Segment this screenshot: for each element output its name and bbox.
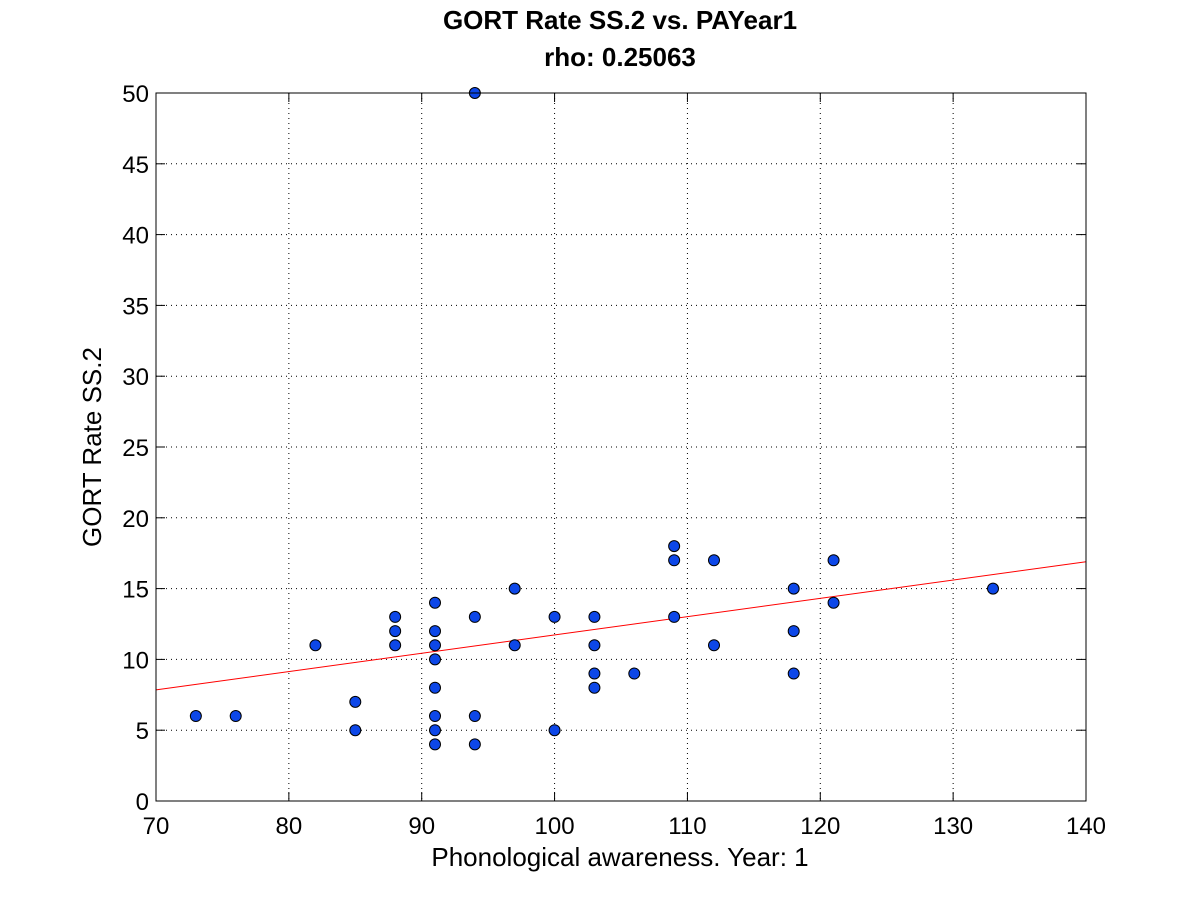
data-point xyxy=(429,724,441,737)
data-point xyxy=(508,582,521,595)
data-point xyxy=(787,582,800,595)
data-point xyxy=(588,639,601,652)
data-point xyxy=(787,625,800,638)
data-point xyxy=(827,596,840,609)
data-point xyxy=(389,639,402,652)
x-tick-labels: 70 80 90 100 110 120 130 140 xyxy=(143,813,1106,840)
y-tick-label: 5 xyxy=(136,718,149,745)
grid-lines xyxy=(156,93,1086,801)
data-point xyxy=(429,625,441,638)
data-point xyxy=(389,610,402,623)
data-point xyxy=(429,738,441,751)
data-point xyxy=(468,610,481,623)
data-point xyxy=(349,695,362,708)
data-point xyxy=(628,667,641,680)
chart-title: GORT Rate SS.2 vs. PAYear1 xyxy=(443,5,797,35)
data-point xyxy=(787,667,800,680)
data-point xyxy=(309,639,322,652)
y-tick-labels: 0 5 10 15 20 25 30 35 40 45 50 xyxy=(122,81,149,816)
fit-line-group xyxy=(155,561,1087,691)
y-tick-label: 10 xyxy=(122,647,149,674)
data-point xyxy=(468,710,481,723)
y-tick-label: 25 xyxy=(122,435,149,462)
chart-subtitle: rho: 0.25063 xyxy=(544,42,696,72)
data-point xyxy=(588,610,601,623)
data-point xyxy=(708,639,720,652)
x-tick-label: 140 xyxy=(1066,813,1106,840)
data-point xyxy=(588,681,601,694)
data-point xyxy=(508,639,521,652)
x-tick-label: 130 xyxy=(933,813,973,840)
x-tick-label: 100 xyxy=(535,813,575,840)
y-tick-label: 35 xyxy=(122,293,149,320)
x-tick-label: 70 xyxy=(143,813,170,840)
data-point xyxy=(668,554,681,567)
x-tick-label: 80 xyxy=(276,813,303,840)
data-point xyxy=(987,582,999,595)
data-point xyxy=(189,710,202,723)
y-axis-label: GORT Rate SS.2 xyxy=(77,347,107,547)
data-points xyxy=(189,87,999,751)
y-tick-label: 45 xyxy=(122,152,149,179)
data-point xyxy=(429,710,441,723)
axis-ticks xyxy=(155,92,1087,802)
y-tick-label: 40 xyxy=(122,223,149,250)
x-tick-label: 90 xyxy=(408,813,435,840)
data-point xyxy=(468,738,481,751)
data-point xyxy=(548,610,561,623)
data-point xyxy=(588,667,601,680)
data-point xyxy=(349,724,362,737)
x-tick-label: 120 xyxy=(800,813,840,840)
data-point xyxy=(429,681,441,694)
data-point xyxy=(429,639,441,652)
y-tick-label: 0 xyxy=(136,789,149,816)
data-point xyxy=(548,724,561,737)
x-tick-label: 110 xyxy=(668,813,706,840)
regression-line xyxy=(155,561,1087,691)
y-tick-label: 20 xyxy=(122,506,149,533)
data-point xyxy=(827,554,840,567)
y-tick-label: 30 xyxy=(122,364,149,391)
data-point xyxy=(668,540,681,553)
data-point xyxy=(429,596,441,609)
x-axis-label: Phonological awareness. Year: 1 xyxy=(431,842,808,872)
data-point xyxy=(229,710,242,723)
y-tick-label: 50 xyxy=(122,81,149,108)
data-point xyxy=(668,610,681,623)
data-point xyxy=(429,653,441,666)
data-point xyxy=(708,554,720,567)
y-tick-label: 15 xyxy=(122,577,149,604)
data-point xyxy=(389,625,402,638)
